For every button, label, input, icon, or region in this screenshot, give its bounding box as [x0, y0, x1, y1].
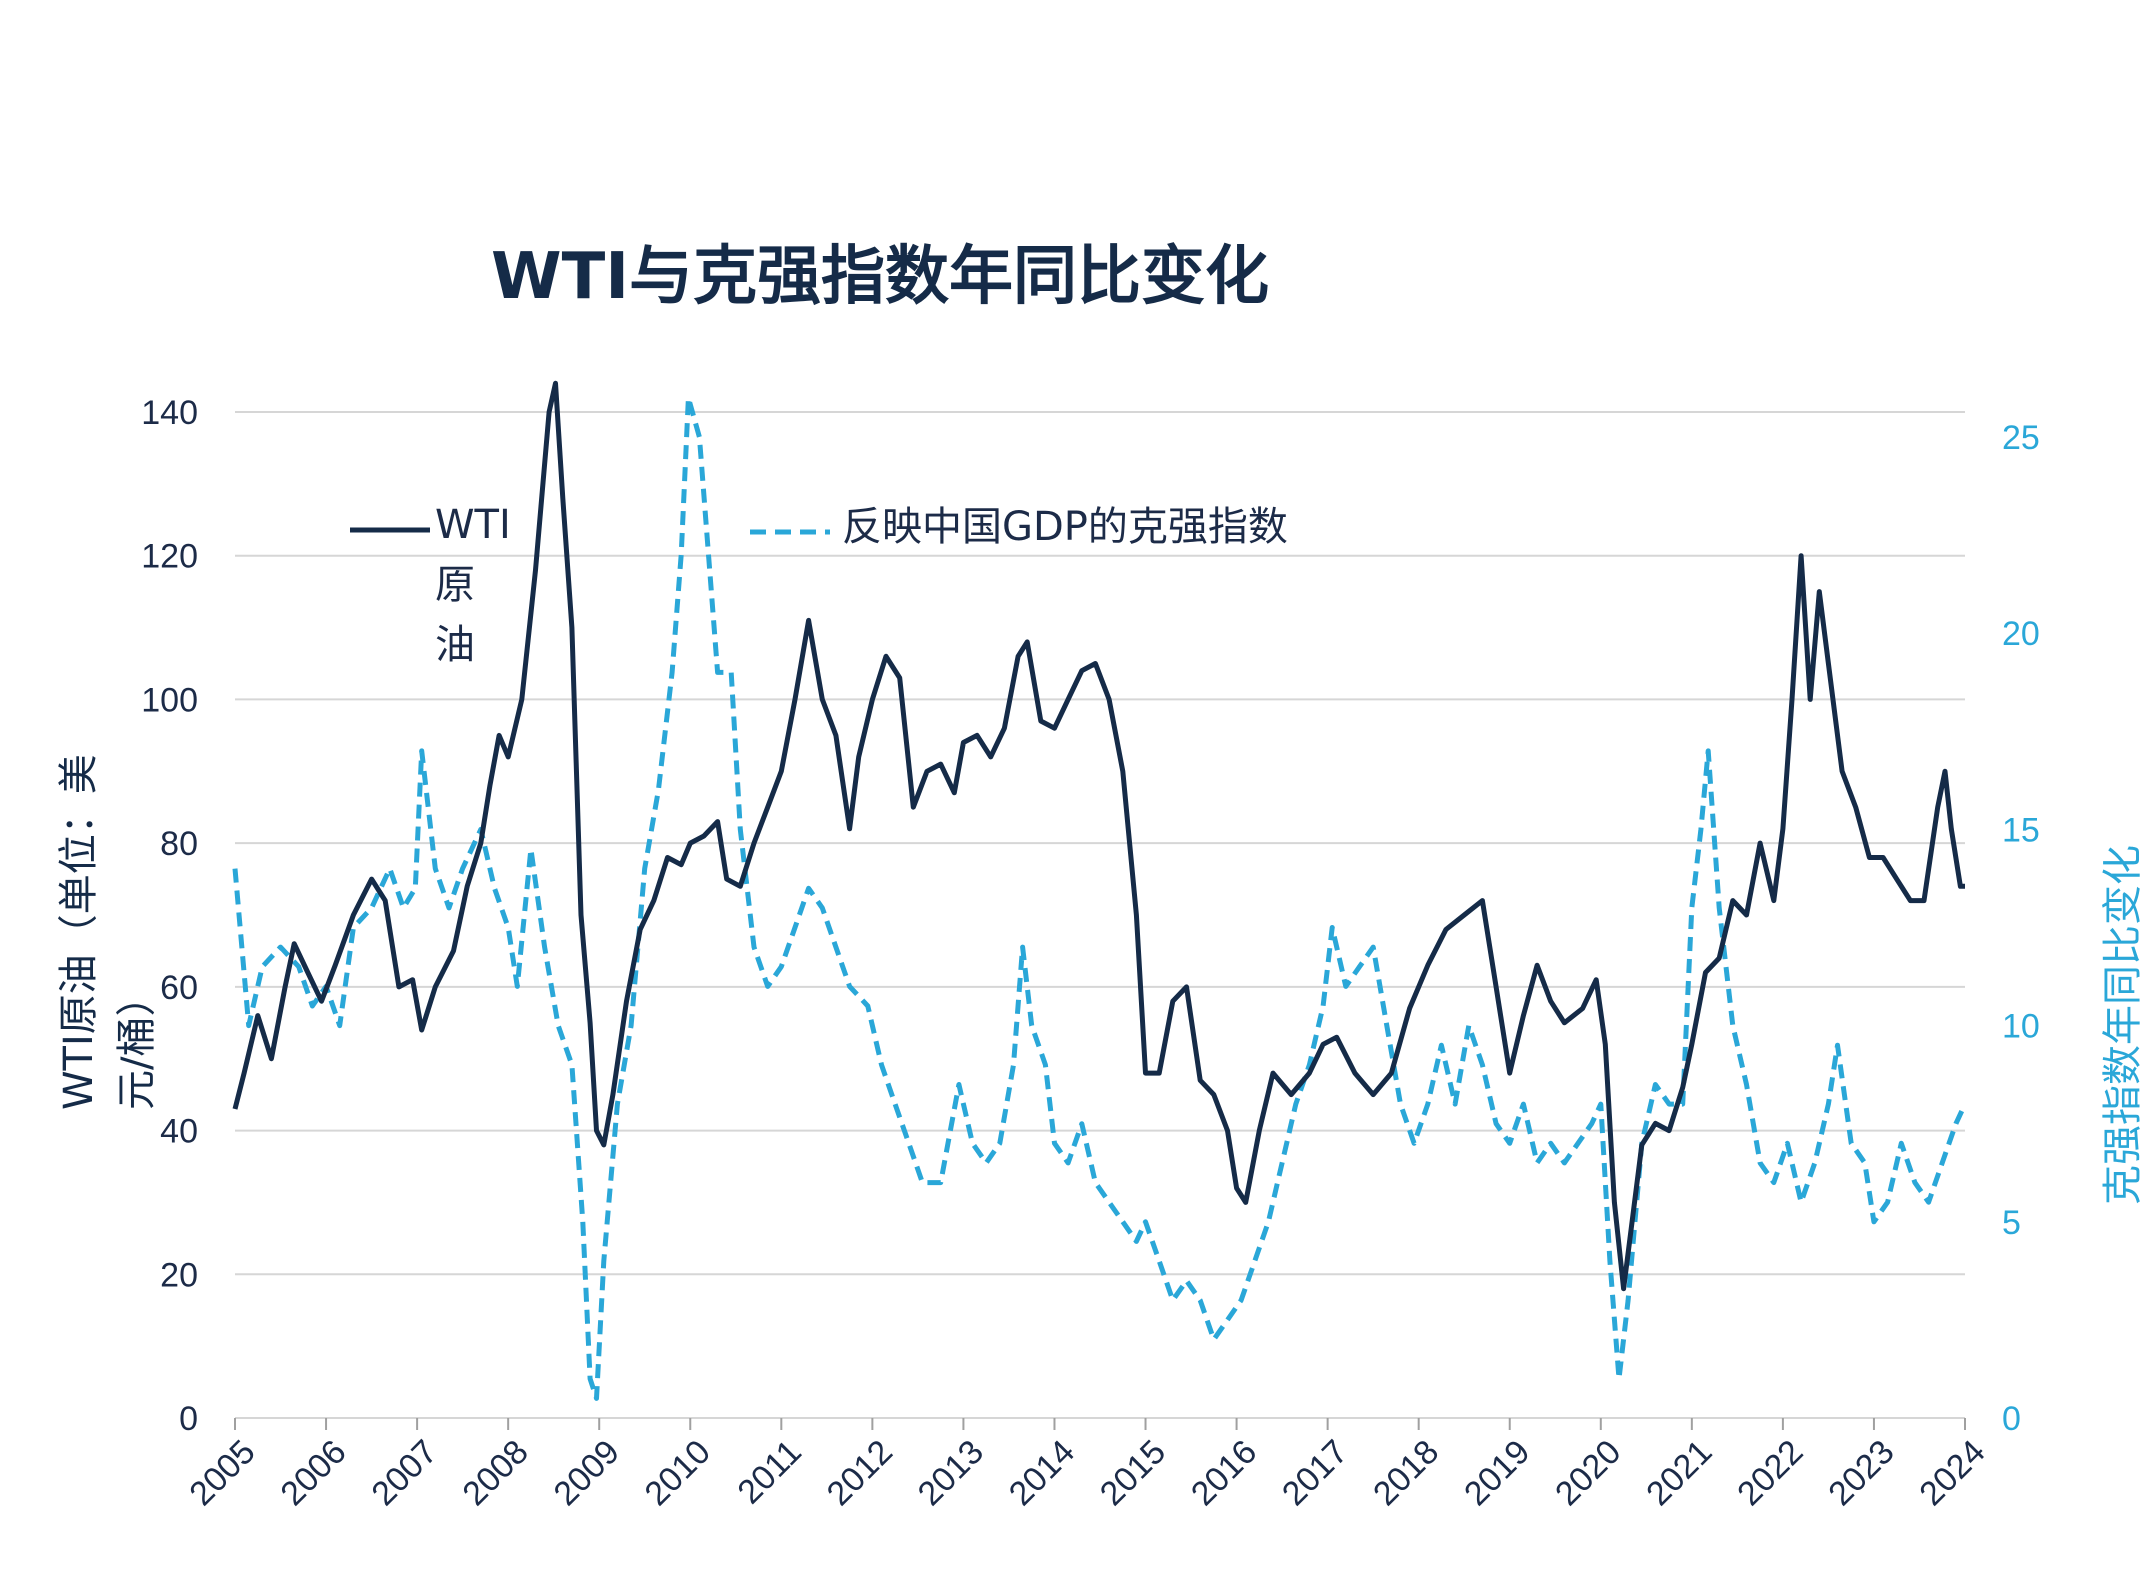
gridlines [235, 411, 1965, 1419]
right-tick-label-4: 20 [2002, 615, 2040, 653]
x-tick-label-11: 2016 [1184, 1433, 1264, 1513]
x-axis-ticks: 2005 2006 2007 2008 2009 2010 2011 2012 2013 2014… [182, 1418, 1993, 1513]
y-axis-label-left-line1: WTI原油（单位：美 [56, 754, 102, 1110]
legend-label-wti-3: 油 [435, 622, 475, 668]
left-tick-label-1: 20 [160, 1256, 198, 1294]
x-tick-label-12: 2017 [1275, 1433, 1355, 1513]
legend: WTI 原 油 反映中国GDP的克强指数 [350, 502, 1288, 668]
chart-title: WTI与克强指数年同比变化 [491, 240, 1269, 314]
x-tick-label-5: 2010 [638, 1433, 718, 1513]
x-tick-label-16: 2021 [1639, 1433, 1719, 1513]
x-tick-label-15: 2020 [1548, 1433, 1628, 1513]
right-tick-label-5: 25 [2002, 419, 2040, 457]
x-tick-label-8: 2013 [911, 1433, 991, 1513]
x-tick-label-13: 2018 [1366, 1433, 1446, 1513]
x-tick-label-9: 2014 [1002, 1433, 1082, 1513]
right-tick-label-1: 5 [2002, 1204, 2021, 1242]
left-tick-label-2: 40 [160, 1113, 198, 1151]
legend-label-wti-2: 原 [435, 562, 475, 608]
right-tick-label-0: 0 [2002, 1400, 2021, 1438]
x-tick-label-14: 2019 [1457, 1433, 1537, 1513]
x-tick-label-7: 2012 [820, 1433, 900, 1513]
x-tick-label-1: 2006 [273, 1433, 353, 1513]
left-tick-label-7: 140 [141, 394, 198, 432]
x-tick-label-17: 2022 [1730, 1433, 1810, 1513]
x-tick-label-4: 2009 [547, 1433, 627, 1513]
x-tick-label-3: 2008 [455, 1433, 535, 1513]
left-axis-ticks: 0 20 40 60 80 100 120 140 [141, 394, 198, 1438]
y-axis-label-left-line2: 元/桶） [114, 977, 160, 1110]
x-tick-label-10: 2015 [1093, 1433, 1173, 1513]
left-tick-label-5: 100 [141, 681, 198, 719]
x-tick-label-19: 2024 [1912, 1433, 1992, 1513]
left-tick-label-3: 60 [160, 969, 198, 1007]
series-line-wti [232, 380, 1965, 1292]
right-axis-ticks: 0 5 10 15 20 25 [2002, 419, 2040, 1438]
left-tick-label-0: 0 [179, 1400, 198, 1438]
right-tick-label-3: 15 [2002, 811, 2040, 849]
series-line-keqiang [232, 395, 1968, 1401]
legend-label-wti-1: WTI [435, 502, 511, 548]
legend-label-keqiang: 反映中国GDP的克强指数 [842, 504, 1288, 550]
x-tick-label-2: 2007 [364, 1433, 444, 1513]
left-tick-label-6: 120 [141, 538, 198, 576]
y-axis-label-right: 克强指数年同比变化 [2100, 845, 2146, 1205]
right-tick-label-2: 10 [2002, 1008, 2040, 1046]
x-tick-label-6: 2011 [730, 1433, 809, 1512]
series-lines [232, 380, 1968, 1401]
x-tick-label-0: 2005 [182, 1433, 262, 1513]
left-tick-label-4: 80 [160, 825, 198, 863]
x-tick-label-18: 2023 [1821, 1433, 1901, 1513]
y-axis-label-left: WTI原油（单位：美 元/桶） [56, 742, 160, 1111]
